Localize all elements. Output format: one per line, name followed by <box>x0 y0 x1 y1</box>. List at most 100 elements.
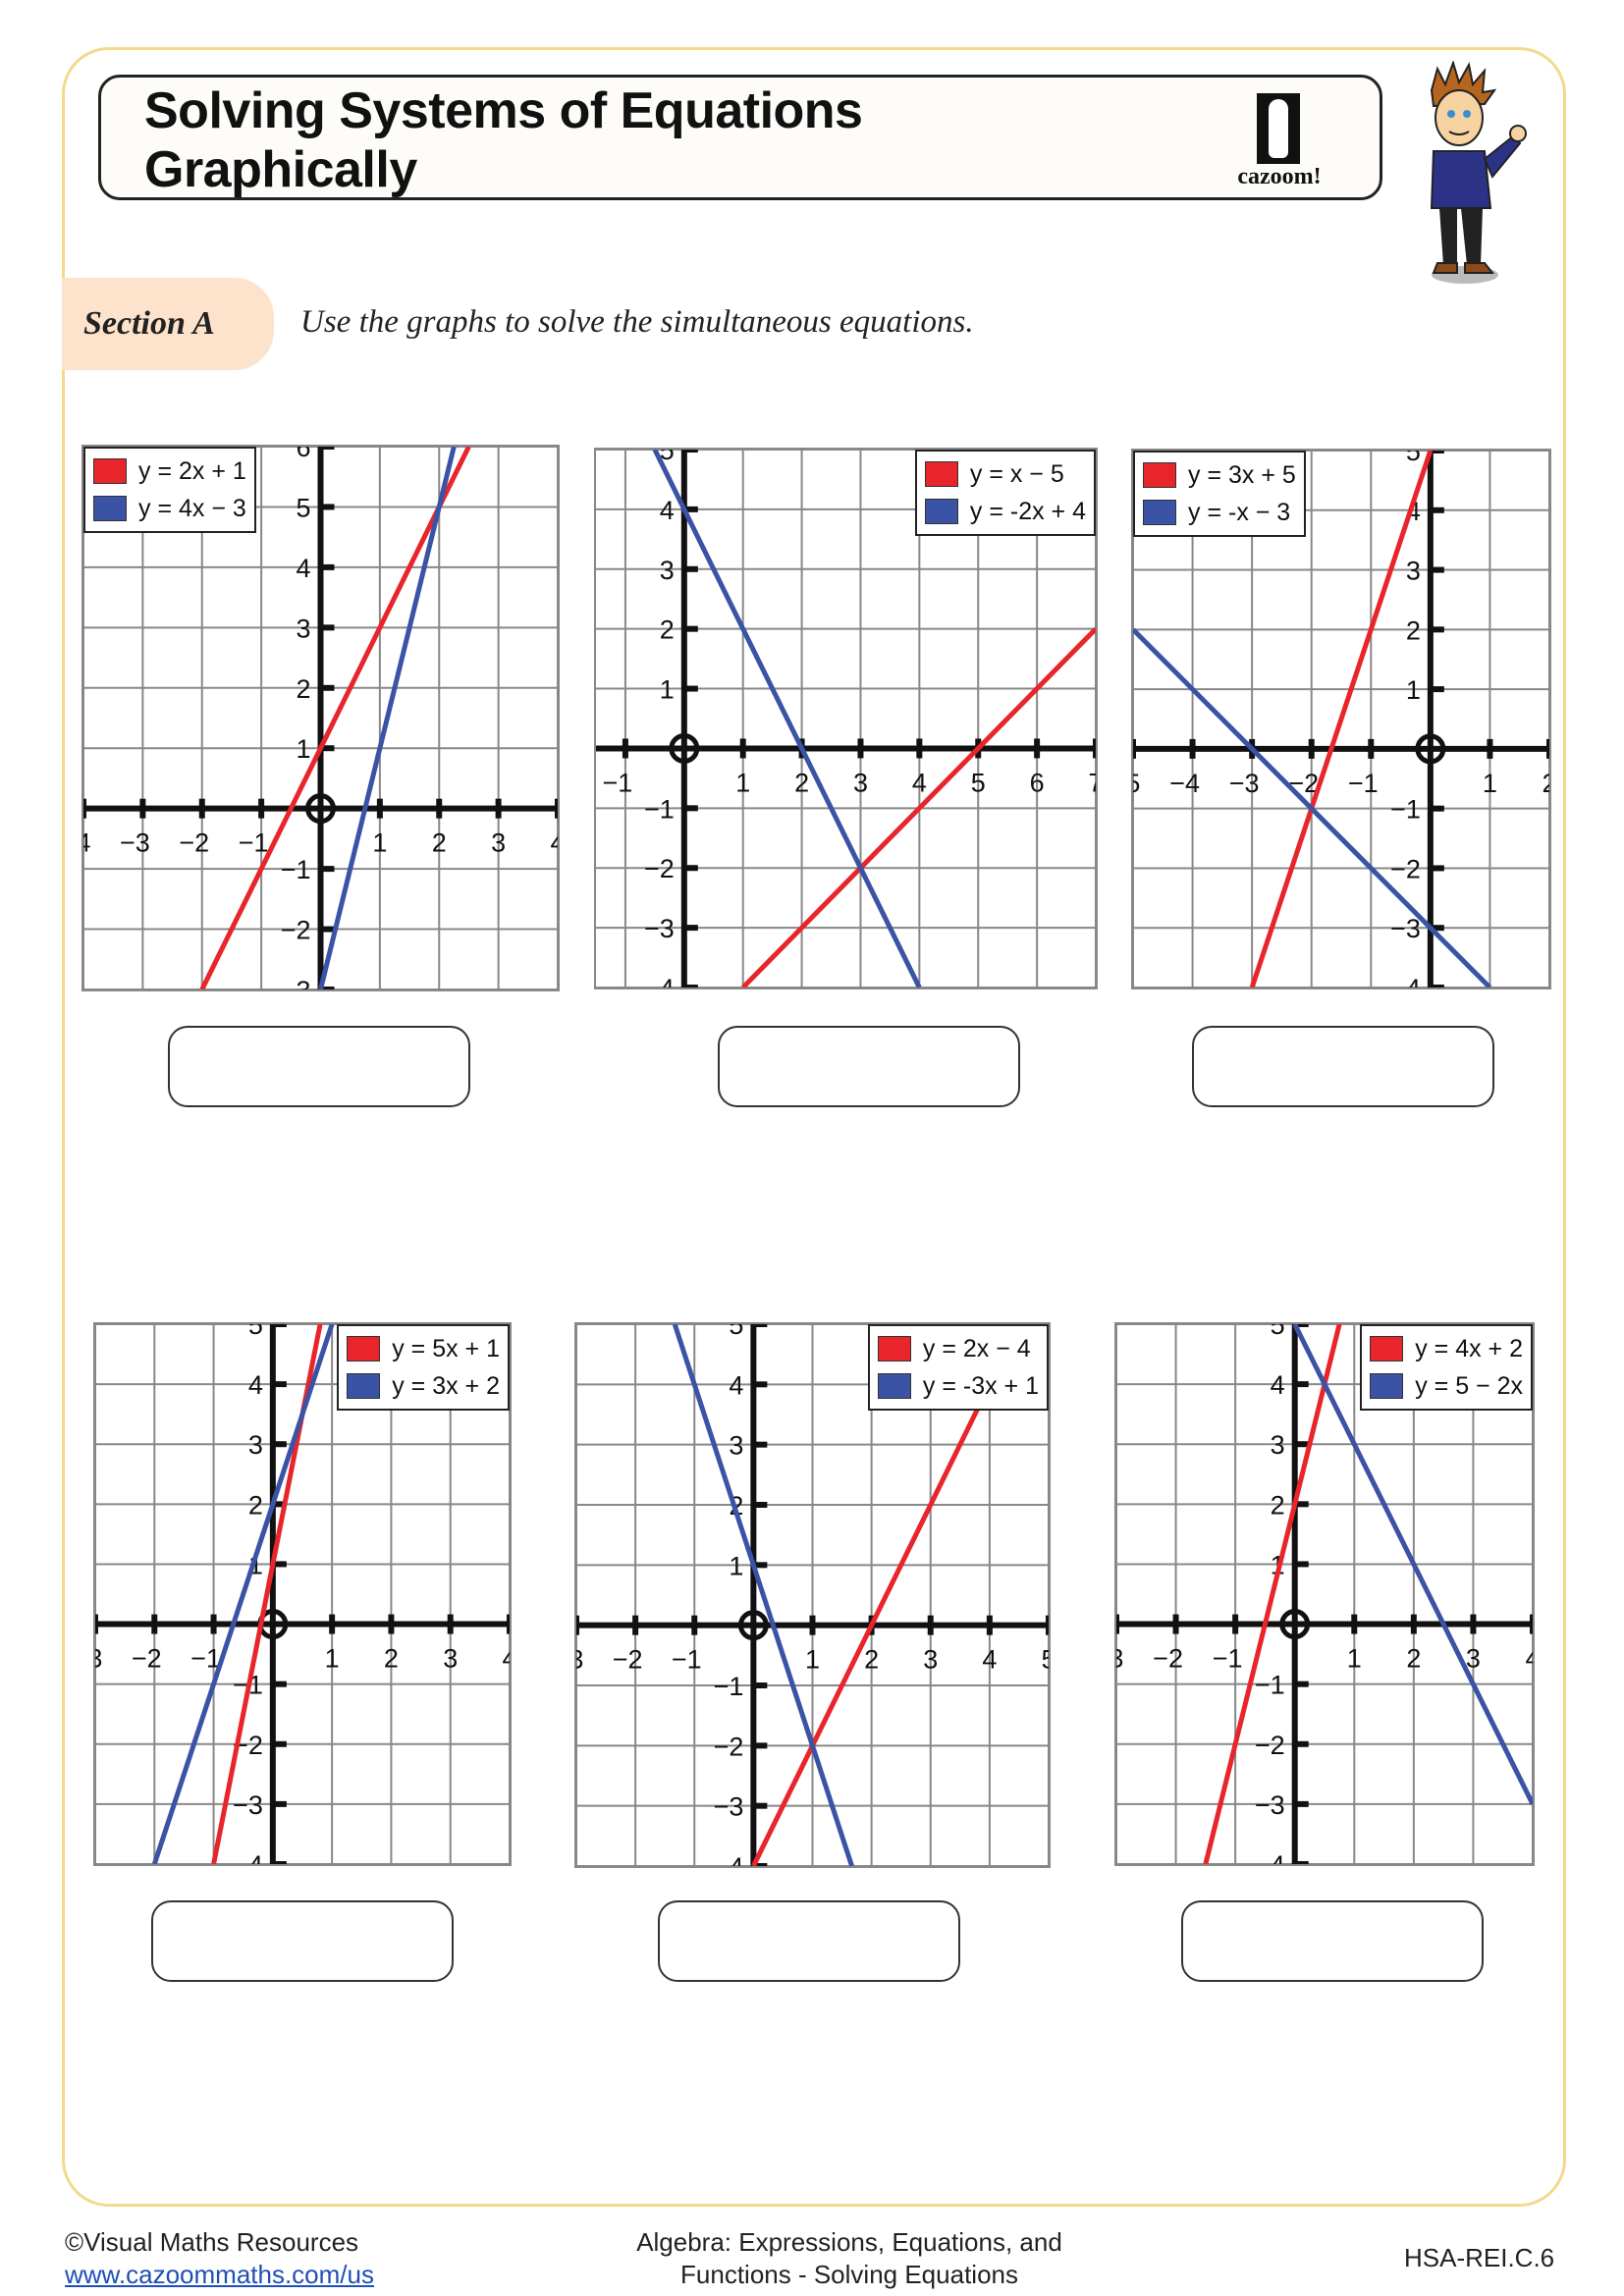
y-tick-label: 5 <box>296 493 310 522</box>
x-tick-label: 2 <box>864 1645 879 1675</box>
x-tick-label: 3 <box>923 1645 938 1675</box>
y-tick-label: −2 <box>644 854 675 883</box>
logo-cup-icon <box>1257 93 1300 164</box>
answer-box-1[interactable] <box>168 1026 470 1107</box>
x-tick-label: 7 <box>1088 768 1096 797</box>
x-tick-label: 4 <box>502 1644 510 1674</box>
answer-box-3[interactable] <box>1192 1026 1494 1107</box>
y-tick-label: −1 <box>644 794 675 824</box>
x-tick-label: 3 <box>853 768 868 797</box>
x-tick-label: 3 <box>491 828 506 858</box>
series-line-1 <box>199 447 471 989</box>
legend-label: y = -3x + 1 <box>922 1372 1039 1400</box>
instruction-text: Use the graphs to solve the simultaneous… <box>300 304 974 340</box>
x-tick-label: −2 <box>132 1644 162 1674</box>
y-tick-label: 2 <box>248 1490 263 1520</box>
y-tick-label: 4 <box>248 1370 263 1400</box>
answer-box-6[interactable] <box>1181 1900 1484 1982</box>
y-tick-label: 3 <box>729 1431 743 1461</box>
footer-left: ©Visual Maths Resources www.cazoommaths.… <box>65 2226 374 2291</box>
y-tick-label: 1 <box>1406 675 1421 705</box>
y-tick-label: 2 <box>1406 615 1421 645</box>
x-tick-label: −3 <box>1229 769 1260 798</box>
legend-item: y = 2x + 1 <box>93 453 246 490</box>
legend: y = 2x + 1 y = 4x − 3 <box>83 447 256 533</box>
y-tick-label: −3 <box>1390 914 1421 943</box>
series-line-2 <box>1133 627 1492 988</box>
legend-item: y = 2x − 4 <box>877 1330 1039 1367</box>
legend-item: y = -3x + 1 <box>877 1367 1039 1405</box>
y-tick-label: −1 <box>281 855 311 884</box>
cazoom-logo: cazoom! <box>1225 89 1333 191</box>
y-tick-label: −1 <box>1390 795 1421 825</box>
origin-marker <box>1279 1609 1311 1640</box>
x-tick-label: 4 <box>1525 1644 1533 1674</box>
legend-swatch <box>1370 1373 1404 1399</box>
legend-item: y = 5 − 2x <box>1370 1367 1523 1405</box>
legend-label: y = 5x + 1 <box>392 1335 500 1362</box>
x-tick-label: 4 <box>550 828 558 858</box>
legend-label: y = x − 5 <box>969 460 1064 488</box>
answer-box-5[interactable] <box>658 1900 960 1982</box>
answer-box-4[interactable] <box>151 1900 454 1982</box>
x-tick-label: 1 <box>735 768 750 797</box>
y-tick-label: −2 <box>714 1732 744 1761</box>
y-tick-label: −4 <box>1390 974 1421 988</box>
standard-code: HSA-REI.C.6 <box>1404 2243 1555 2272</box>
y-tick-label: −3 <box>714 1792 744 1822</box>
x-tick-label: 5 <box>1041 1645 1049 1675</box>
x-tick-label: 1 <box>805 1645 820 1675</box>
legend-label: y = 2x − 4 <box>922 1335 1031 1362</box>
x-tick-label: −3 <box>95 1644 102 1674</box>
x-tick-label: −2 <box>613 1645 643 1675</box>
legend-swatch <box>1370 1336 1404 1362</box>
answer-box-2[interactable] <box>718 1026 1020 1107</box>
page-frame <box>62 47 1566 2207</box>
y-tick-label: 5 <box>1406 451 1421 466</box>
section-label: Section A <box>83 305 215 342</box>
x-tick-label: −4 <box>1169 769 1200 798</box>
x-tick-label: −3 <box>120 828 150 858</box>
x-tick-label: 2 <box>1542 769 1549 798</box>
legend-label: y = 5 − 2x <box>1415 1372 1523 1400</box>
x-tick-label: 1 <box>372 828 387 858</box>
y-tick-label: 3 <box>660 556 675 585</box>
y-tick-label: 2 <box>296 674 310 704</box>
legend-item: y = 4x + 2 <box>1370 1330 1523 1367</box>
x-tick-label: 2 <box>794 768 809 797</box>
x-tick-label: 5 <box>971 768 986 797</box>
title-line-2: Graphically <box>144 141 417 198</box>
series-line-1 <box>1203 1324 1342 1864</box>
legend-label: y = 4x − 3 <box>138 495 246 522</box>
website-link[interactable]: www.cazoommaths.com/us <box>65 2260 374 2289</box>
x-tick-label: 2 <box>432 828 447 858</box>
y-tick-label: 3 <box>296 614 310 643</box>
legend-swatch <box>1143 500 1176 525</box>
y-tick-label: −3 <box>233 1790 263 1820</box>
y-tick-label: −4 <box>233 1850 263 1864</box>
title-box: Solving Systems of Equations Graphically… <box>98 75 1382 200</box>
y-tick-label: 4 <box>660 496 675 525</box>
origin-marker <box>1415 733 1446 765</box>
x-tick-label: 1 <box>1483 769 1497 798</box>
origin-marker <box>305 793 336 825</box>
legend-swatch <box>924 499 958 524</box>
x-tick-label: 3 <box>1466 1644 1481 1674</box>
legend-label: y = 2x + 1 <box>138 457 246 485</box>
mascot-character-icon <box>1430 61 1527 284</box>
y-tick-label: 1 <box>296 734 310 764</box>
series-line-2 <box>652 450 922 988</box>
origin-marker <box>737 1610 769 1641</box>
y-tick-label: 3 <box>1406 557 1421 586</box>
legend-item: y = 3x + 2 <box>347 1367 500 1405</box>
y-tick-label: −2 <box>1255 1731 1285 1760</box>
graph-svg: −4 −3 −2 −1 1 2 3 4 −3 −2 −1 1 2 3 4 5 6 <box>83 447 558 989</box>
graph-1: −4 −3 −2 −1 1 2 3 4 −3 −2 −1 1 2 3 4 5 6 y = 2x + 1 y = 4x… <box>81 445 560 991</box>
legend: y = 2x − 4 y = -3x + 1 <box>867 1324 1049 1411</box>
y-tick-label: −1 <box>714 1672 744 1701</box>
